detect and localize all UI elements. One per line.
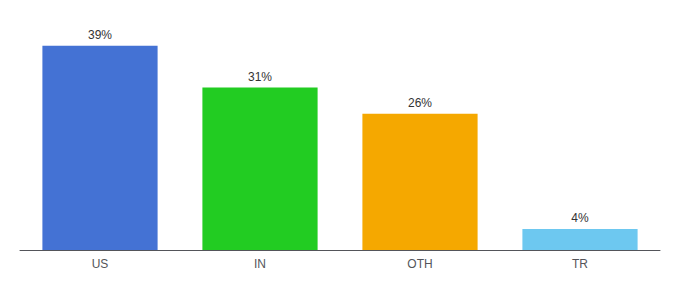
svg-text:26%: 26% (408, 96, 432, 110)
svg-text:4%: 4% (571, 211, 589, 225)
svg-text:31%: 31% (248, 70, 272, 84)
svg-text:TR: TR (572, 257, 588, 271)
svg-text:IN: IN (254, 257, 266, 271)
svg-text:US: US (92, 257, 109, 271)
svg-text:OTH: OTH (407, 257, 432, 271)
svg-text:39%: 39% (88, 28, 112, 42)
